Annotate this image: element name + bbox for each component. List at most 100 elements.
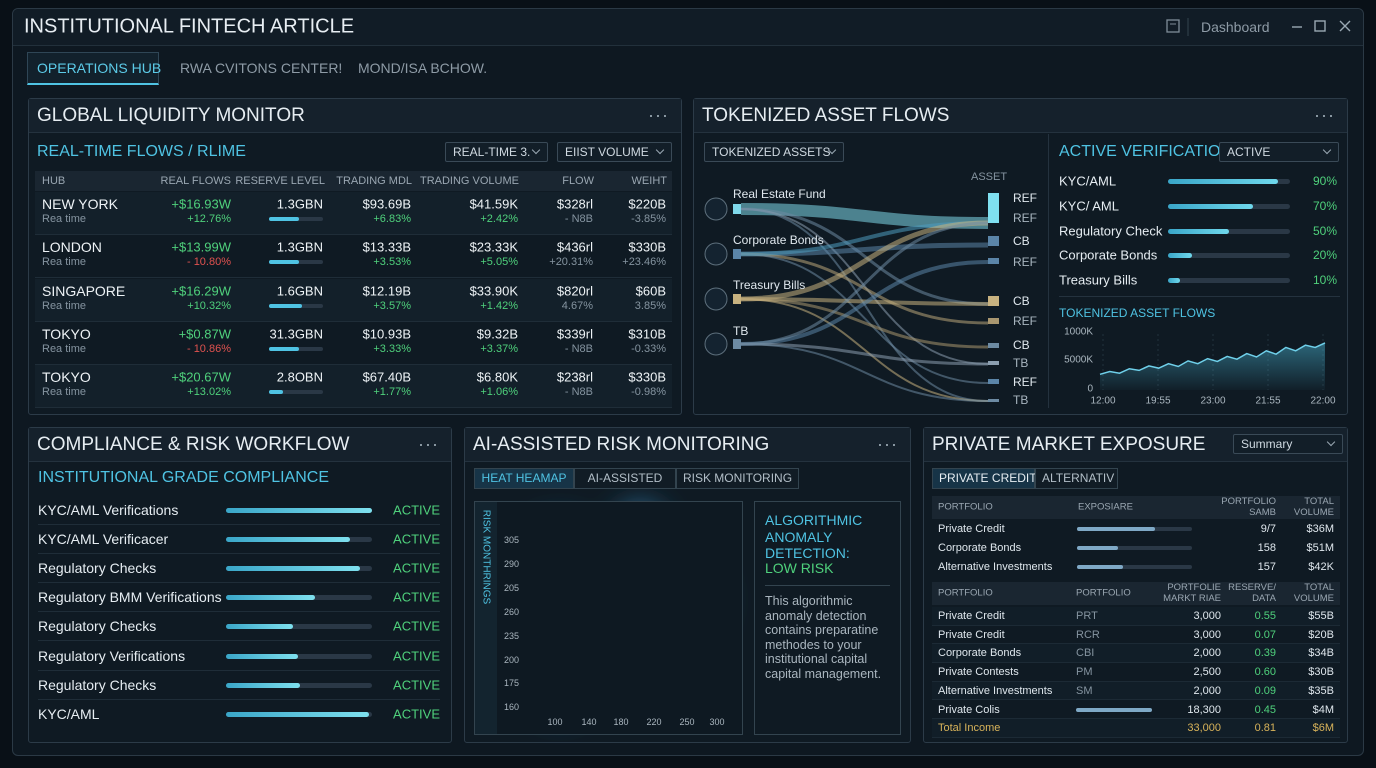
x-label: 180 [613,717,629,727]
cell: Private Credit [938,628,1005,641]
status: ACTIVE [393,502,440,518]
hub-name: LONDON [42,239,102,256]
cell: $339rl [556,326,593,342]
x-label: 22:00 [1310,395,1336,407]
cell: Private Colis [938,703,1000,716]
axis-band [475,502,497,734]
cell: $23.33K [469,239,518,255]
table-row [35,278,672,322]
cell: Alternative Investments [938,561,1053,573]
tab-label[interactable]: AI-ASSISTED [587,471,663,485]
real-flow-change: +13.02% [187,386,231,399]
cell: $67.40B [362,369,411,385]
cell: $12.19B [362,283,411,299]
table-row [35,321,672,365]
real-flow-change: - 10.86% [186,342,231,355]
cell: $220B [628,196,666,212]
item-bar [1168,253,1193,259]
tab[interactable] [1035,468,1118,489]
dropdown-label[interactable]: REAL-TIME 3. [453,145,531,159]
item-bar [1168,179,1278,184]
panel [28,427,452,743]
hub-name: SINGAPORE [42,282,126,299]
column-header: TRADING VOLUME [419,175,519,187]
cell-sub: +5.05% [480,256,518,269]
item-bar [1168,228,1229,234]
dropdown[interactable] [445,142,548,162]
cell: Total Income [938,722,1001,735]
cell: CBI [1076,647,1095,660]
dropdown[interactable] [557,142,672,162]
cell: $6.80K [476,369,518,385]
x-label: 12:00 [1090,395,1116,407]
column-header: REAL FLOWS [160,175,232,187]
hub-sub: Rea time [42,213,87,225]
row-label: Regulatory Checks [38,676,157,693]
tab[interactable]: MOND/ISA BCHOW. [358,60,488,76]
column-header: TRADING MDL [336,175,412,187]
reserve-bar [269,346,299,351]
separator [38,611,440,613]
tab-label[interactable]: PRIVATE CREDIT [939,471,1037,485]
tab[interactable] [574,468,676,489]
cell: Private Credit [938,610,1005,622]
exposure-bar [1077,527,1156,531]
insight-box [754,501,901,735]
x-label: 300 [709,717,725,727]
status: ACTIVE [393,677,440,693]
hub-sub: Rea time [42,342,87,355]
cell: 0.55 [1254,610,1276,622]
progress [226,653,298,659]
cell: 0.45 [1254,703,1276,716]
reserve: 2.8OBN [276,369,323,385]
tab-label[interactable]: HEAT HEAMAP [481,471,567,485]
source-label: Corporate Bonds [733,233,824,247]
tab[interactable] [474,468,574,489]
target-label: REF [1013,375,1037,389]
reserve: 1.6GBN [276,283,323,299]
dropdown-label[interactable]: TOKENIZED ASSETS [712,145,831,159]
table-row [932,681,1340,701]
tab[interactable]: RWA CVITONS CENTER! [180,60,343,76]
y-label: 205 [503,582,519,593]
panel-title: PRIVATE MARKET EXPOSURE [932,434,1206,455]
heatmap-frame [474,501,743,735]
panel-title: TOKENIZED ASSET FLOWS [702,105,950,126]
row-label: KYC/AML Verificacer [38,531,169,548]
tab[interactable] [932,468,1035,489]
reserve-track [269,390,323,395]
item-track [1168,228,1290,234]
dropdown[interactable] [1233,434,1343,454]
cell: $41.59K [469,196,518,212]
tab-label[interactable]: RISK MONITORING [682,471,793,485]
x-label: 220 [646,717,662,727]
target-label: TB [1013,356,1029,370]
dropdown-label[interactable]: ACTIVE [1227,145,1271,159]
chart-title: TOKENIZED ASSET FLOWS [1059,306,1216,320]
real-flow-change: +12.76% [187,213,231,225]
real-flow-change: - 10.80% [186,256,231,269]
dropdown-label[interactable]: Summary [1241,437,1293,451]
exposure-track [1077,565,1192,569]
tab[interactable]: OPERATIONS HUB [37,60,162,76]
cell: 0.09 [1254,684,1276,697]
hub-sub: Rea time [42,256,87,269]
y-label: 200 [503,654,519,665]
panel-header [29,428,451,462]
dropdown[interactable] [704,142,844,162]
dropdown-label[interactable]: EIIST VOLUME [565,145,649,159]
row-label: Regulatory Checks [38,618,157,635]
reserve: 1.3GBN [276,239,323,255]
tab-active[interactable] [27,52,159,85]
item-label: Treasury Bills [1059,272,1138,288]
item-value: 90% [1312,174,1337,188]
dropdown[interactable] [1219,142,1339,162]
y-label: 260 [503,606,519,617]
item-label: KYC/AML [1059,173,1117,189]
menu-label[interactable]: Dashboard [1201,19,1270,35]
tab-label[interactable]: ALTERNATIV [1042,471,1115,485]
window-title: INSTITUTIONAL FINTECH ARTICLE [24,15,355,38]
real-flow: +$16.29W [171,283,231,299]
track [226,653,372,659]
tab[interactable] [676,468,799,489]
